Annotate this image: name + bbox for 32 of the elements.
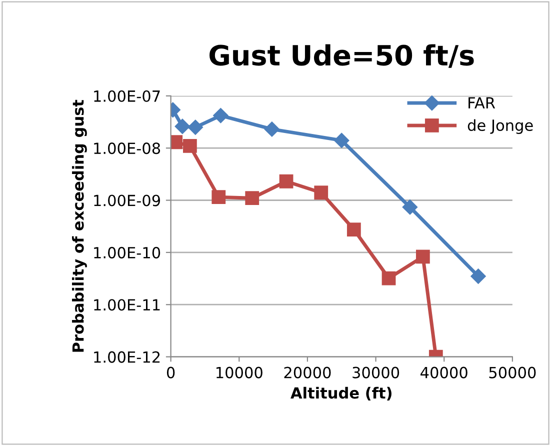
x-axis-title: Altitude (ft) (290, 386, 392, 400)
point (314, 186, 328, 200)
point (245, 191, 260, 206)
point (264, 122, 280, 137)
x-tick-label: 10000 (216, 366, 262, 378)
point (346, 222, 361, 236)
point (188, 120, 203, 135)
chart-title: Gust Ude=50 ft/s (210, 44, 474, 68)
y-tick-label: 1.00E-11 (94, 299, 160, 311)
x-tick-label: 50000 (489, 366, 536, 378)
point (182, 138, 197, 153)
point (334, 132, 350, 148)
x-tick-label: 40000 (420, 366, 468, 378)
y-axis-title: Probability of exceeding gust (72, 100, 87, 352)
point (212, 190, 226, 204)
y-tick-label: 1.00E-07 (94, 90, 160, 102)
point (470, 268, 486, 284)
y-tick-label: 1.00E-12 (94, 351, 160, 363)
y-tick-label: 1.00E-08 (94, 142, 160, 154)
point (174, 118, 190, 134)
x-tick-label: 0 (166, 366, 175, 378)
legend-label: de Jonge (468, 119, 533, 134)
point (416, 250, 430, 264)
x-tick-label: 20000 (284, 366, 331, 378)
y-tick-label: 1.00E-09 (94, 194, 160, 206)
point (402, 200, 418, 215)
point (213, 108, 228, 124)
legend-label: FAR (468, 97, 496, 108)
x-tick-label: 30000 (352, 366, 400, 378)
point (279, 174, 294, 188)
y-tick-label: 1.00E-10 (94, 246, 160, 258)
point (382, 271, 396, 286)
